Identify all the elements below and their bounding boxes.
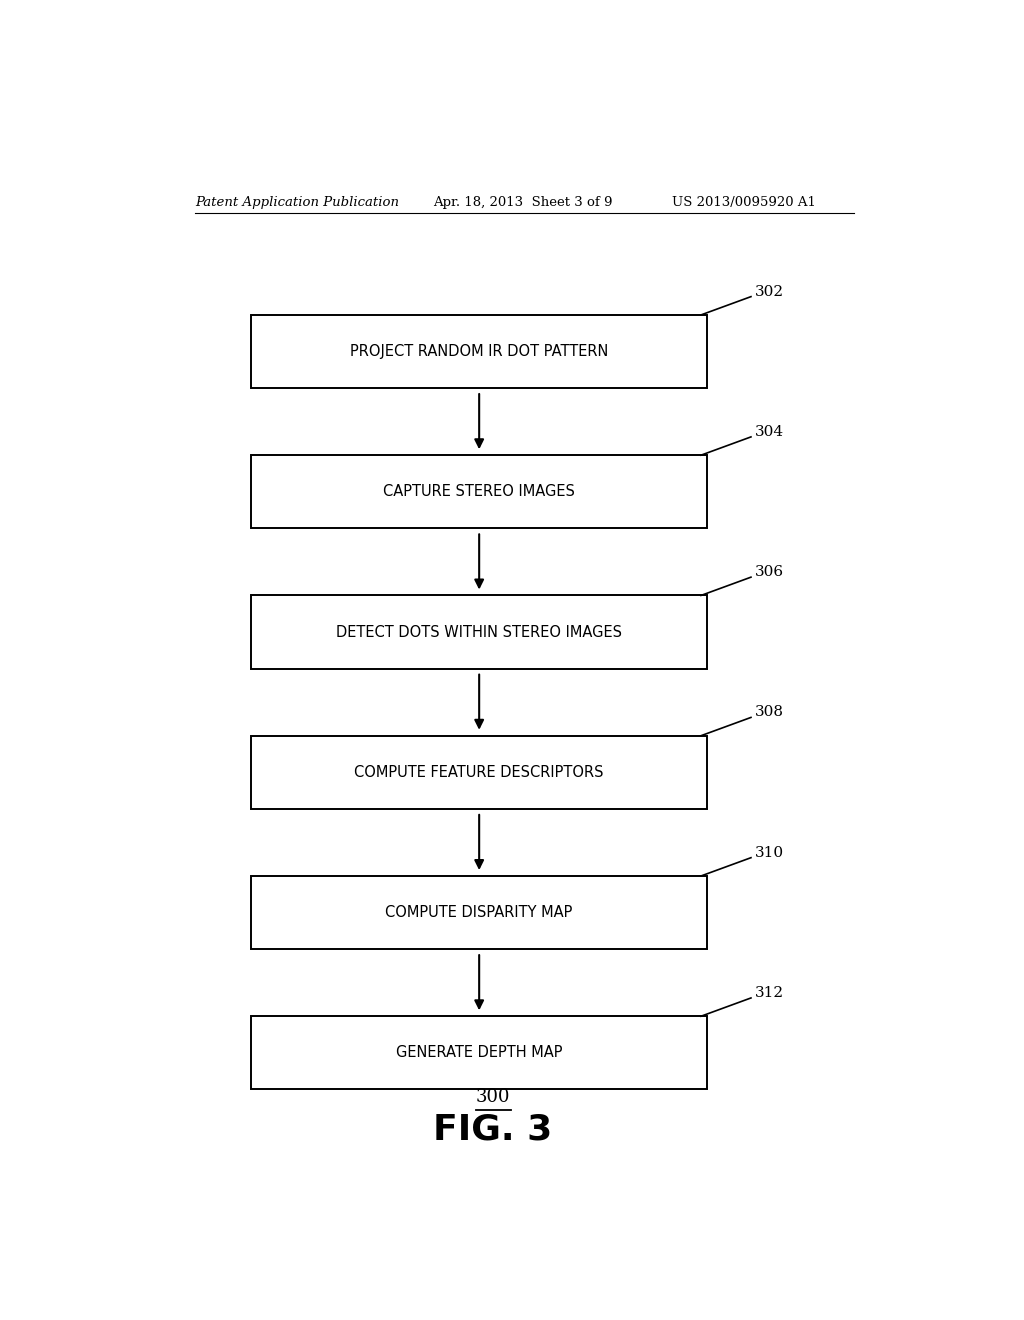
Bar — [251, 735, 708, 809]
Text: DETECT DOTS WITHIN STEREO IMAGES: DETECT DOTS WITHIN STEREO IMAGES — [336, 624, 623, 640]
Text: PROJECT RANDOM IR DOT PATTERN: PROJECT RANDOM IR DOT PATTERN — [350, 345, 608, 359]
Text: Patent Application Publication: Patent Application Publication — [196, 195, 399, 209]
Text: COMPUTE FEATURE DESCRIPTORS: COMPUTE FEATURE DESCRIPTORS — [354, 764, 604, 780]
Text: 310: 310 — [755, 846, 784, 859]
Bar — [251, 315, 708, 388]
Text: 308: 308 — [755, 705, 784, 719]
Text: 306: 306 — [755, 565, 784, 579]
Text: GENERATE DEPTH MAP: GENERATE DEPTH MAP — [396, 1045, 562, 1060]
Text: 302: 302 — [755, 285, 784, 298]
Text: 300: 300 — [476, 1088, 510, 1106]
Bar — [251, 595, 708, 669]
Text: CAPTURE STEREO IMAGES: CAPTURE STEREO IMAGES — [383, 484, 575, 499]
Text: COMPUTE DISPARITY MAP: COMPUTE DISPARITY MAP — [385, 906, 572, 920]
Text: 312: 312 — [755, 986, 784, 999]
Bar — [251, 876, 708, 949]
Bar — [251, 455, 708, 528]
Text: 304: 304 — [755, 425, 784, 438]
Text: FIG. 3: FIG. 3 — [433, 1113, 553, 1146]
Text: Apr. 18, 2013  Sheet 3 of 9: Apr. 18, 2013 Sheet 3 of 9 — [433, 195, 613, 209]
Bar — [251, 1016, 708, 1089]
Text: US 2013/0095920 A1: US 2013/0095920 A1 — [672, 195, 815, 209]
